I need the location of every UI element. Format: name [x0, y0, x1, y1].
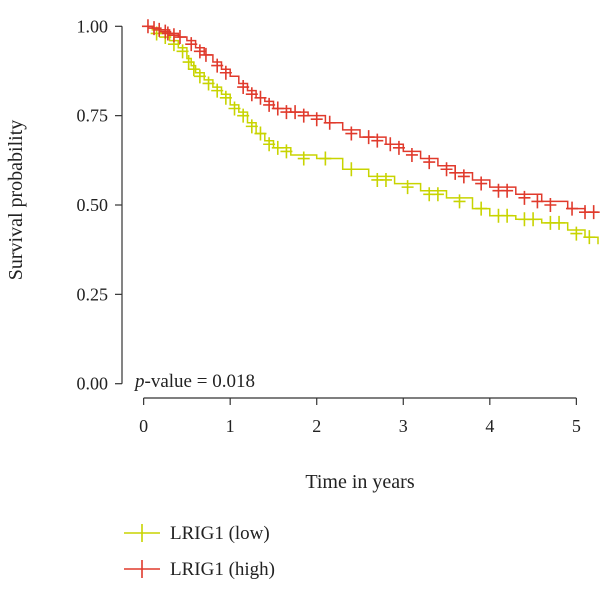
censor-mark	[384, 137, 397, 152]
censor-mark	[431, 187, 444, 202]
censor-mark	[501, 183, 514, 198]
p-value-rest: -value = 0.018	[145, 371, 255, 392]
censor-mark	[176, 44, 189, 59]
censor-mark	[362, 130, 375, 145]
censor-mark	[289, 105, 302, 120]
y-tick-label: 0.25	[77, 284, 109, 304]
censor-mark	[199, 47, 212, 62]
censor-mark	[271, 101, 284, 116]
censor-mark	[401, 180, 414, 195]
censor-mark	[449, 165, 462, 180]
censor-mark	[566, 201, 579, 216]
censor-mark	[161, 26, 174, 41]
axes: 0.00 0.25 0.50 0.75 1.00 0 1 2 3 4 5	[77, 16, 581, 436]
censor-mark	[297, 151, 310, 166]
censor-mark	[219, 65, 232, 80]
series-0	[143, 25, 599, 245]
x-tick-label: 4	[485, 416, 494, 436]
x-axis-title: Time in years	[305, 471, 414, 493]
x-tick-label: 5	[572, 416, 581, 436]
censor-mark	[423, 155, 436, 170]
censor-mark	[371, 133, 384, 148]
censor-mark	[182, 55, 195, 70]
legend-label: LRIG1 (low)	[170, 523, 270, 544]
censor-mark	[457, 169, 470, 184]
p-value-annotation: p-value = 0.018	[133, 371, 255, 392]
censor-mark	[583, 230, 596, 245]
censor-mark	[254, 90, 267, 105]
series-layer	[141, 19, 600, 245]
y-tick-label: 0.00	[77, 374, 109, 394]
legend-label: LRIG1 (high)	[170, 559, 275, 580]
survival-curve	[143, 25, 599, 245]
censor-mark	[153, 22, 166, 37]
censor-mark	[193, 69, 206, 84]
p-value-italic: p	[133, 371, 145, 392]
censor-mark	[531, 194, 544, 209]
x-ticks: 0 1 2 3 4 5	[139, 398, 581, 436]
censor-mark	[553, 215, 566, 230]
censor-mark	[237, 80, 250, 95]
legend-item: LRIG1 (low)	[124, 523, 270, 544]
censor-mark	[263, 137, 276, 152]
censor-mark	[319, 151, 332, 166]
censor-mark	[475, 176, 488, 191]
censor-mark	[237, 108, 250, 123]
censor-mark	[518, 190, 531, 205]
censor-mark	[254, 126, 267, 141]
censor-mark	[245, 87, 258, 102]
censor-mark	[323, 115, 336, 130]
censor-mark	[211, 58, 224, 73]
x-tick-label: 2	[312, 416, 321, 436]
censor-mark	[570, 226, 583, 241]
censor-mark	[167, 28, 180, 43]
censor-mark	[345, 126, 358, 141]
censor-mark	[185, 37, 198, 52]
censor-mark	[228, 101, 241, 116]
censor-mark	[211, 83, 224, 98]
x-tick-label: 1	[226, 416, 235, 436]
censor-mark	[187, 62, 200, 77]
censor-mark	[587, 205, 600, 220]
censor-mark	[345, 162, 358, 177]
censor-mark	[379, 172, 392, 187]
series-1	[141, 19, 600, 220]
legend: LRIG1 (low) LRIG1 (high)	[124, 523, 275, 580]
censor-mark	[501, 208, 514, 223]
censor-mark	[173, 30, 186, 45]
censor-mark	[141, 19, 154, 34]
y-tick-label: 0.75	[77, 106, 109, 126]
censor-mark	[544, 198, 557, 212]
censor-mark	[453, 194, 466, 209]
censor-mark	[310, 112, 323, 127]
legend-item: LRIG1 (high)	[124, 559, 275, 580]
y-tick-label: 0.50	[77, 195, 109, 215]
y-ticks: 0.00 0.25 0.50 0.75 1.00	[77, 16, 122, 394]
censor-mark	[405, 147, 418, 162]
censor-mark	[219, 90, 232, 105]
x-tick-label: 0	[139, 416, 148, 436]
censor-mark	[527, 212, 540, 227]
censor-mark	[263, 97, 276, 112]
censor-mark	[159, 24, 172, 39]
censor-mark	[297, 108, 310, 123]
censor-mark	[271, 140, 284, 155]
censor-mark	[440, 162, 453, 177]
y-axis-title: Survival probability	[5, 120, 27, 281]
y-tick-label: 1.00	[77, 16, 109, 36]
censor-mark	[475, 201, 488, 216]
censor-mark	[245, 119, 258, 134]
censor-mark	[392, 140, 405, 155]
censor-mark	[148, 21, 161, 36]
x-tick-label: 3	[399, 416, 408, 436]
censor-mark	[280, 144, 293, 159]
censor-mark	[193, 44, 206, 59]
censor-mark	[202, 76, 215, 91]
